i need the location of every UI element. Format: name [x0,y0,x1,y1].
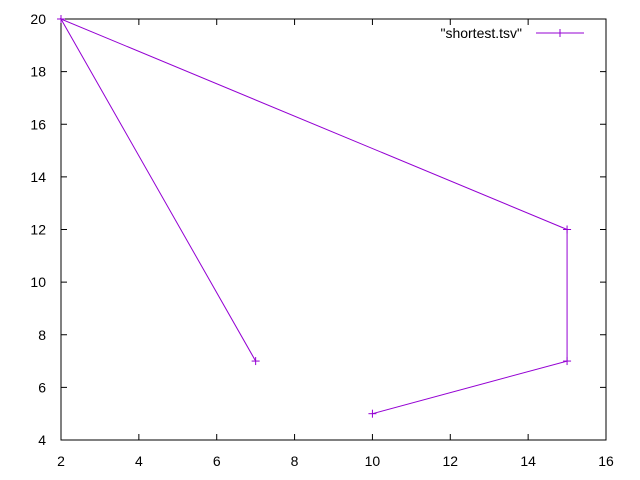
x-tick-label: 14 [520,453,536,469]
y-tick-label: 14 [30,169,46,185]
x-tick-label: 16 [598,453,614,469]
x-tick-label: 6 [213,453,221,469]
series-group [57,15,572,418]
data-point-marker [563,357,572,366]
legend-label: "shortest.tsv" [440,25,522,41]
data-point-marker [368,409,377,418]
x-tick-label: 12 [442,453,458,469]
data-point-marker [563,225,572,234]
y-tick-label: 6 [38,379,46,395]
axis-ticks [60,18,607,441]
data-point-marker [251,357,260,366]
data-point-marker [556,29,564,37]
plot-frame [60,18,607,441]
y-tick-label: 16 [30,116,46,132]
y-tick-label: 20 [30,11,46,27]
y-tick-label: 4 [38,432,46,448]
y-tick-label: 10 [30,274,46,290]
x-tick-label: 2 [57,453,65,469]
series-line [59,17,568,415]
y-tick-label: 12 [30,222,46,238]
data-point-marker [57,15,65,23]
x-tick-label: 8 [291,453,299,469]
legend-marker [556,29,564,37]
x-tick-label: 10 [365,453,381,469]
legend: "shortest.tsv" [440,25,584,41]
y-tick-label: 8 [38,327,46,343]
x-tick-label: 4 [135,453,143,469]
y-tick-label: 18 [30,64,46,80]
